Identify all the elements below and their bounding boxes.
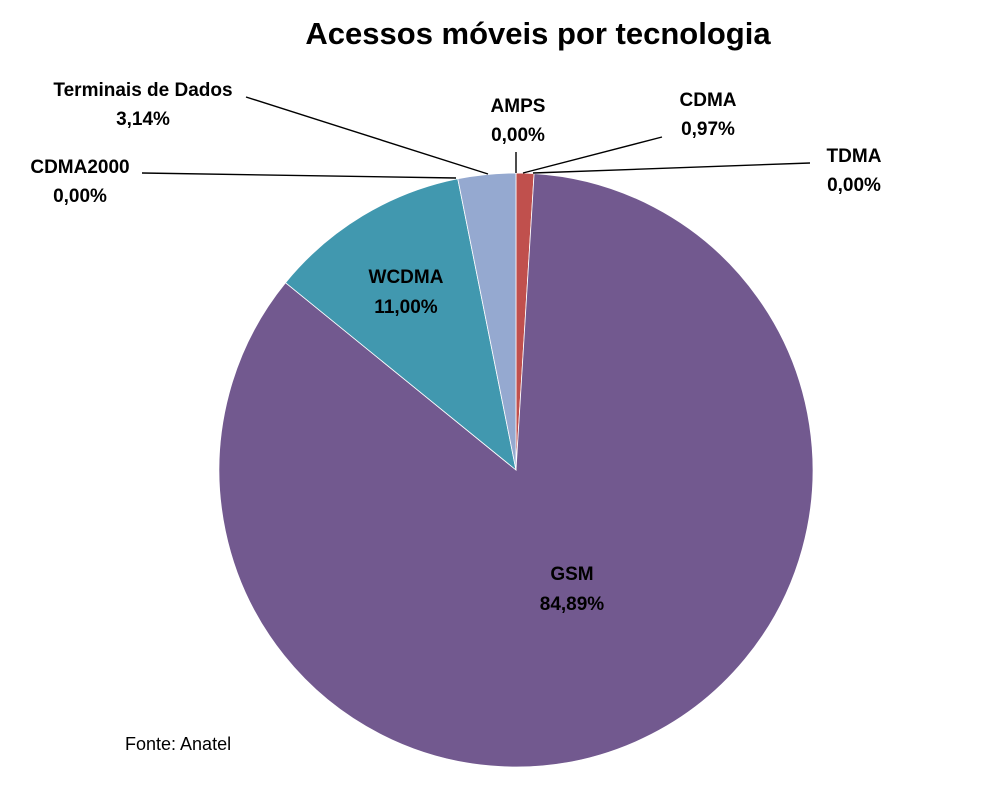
slice-value-gsm: 84,89% [540, 594, 605, 615]
source-note: Fonte: Anatel [125, 734, 231, 754]
slice-label-tdma: TDMA [827, 146, 882, 167]
slice-value-cdma2000: 0,00% [53, 186, 107, 207]
chart-title: Acessos móveis por tecnologia [305, 16, 771, 51]
slice-value-cdma: 0,97% [681, 119, 735, 140]
leader-line-tdma [532, 162, 811, 174]
leader-line-terminais-de-dados [245, 96, 489, 175]
slice-value-terminais-de-dados: 3,14% [116, 109, 170, 130]
slice-label-cdma: CDMA [680, 90, 737, 111]
slice-value-amps: 0,00% [491, 125, 545, 146]
slice-value-tdma: 0,00% [827, 175, 881, 196]
leader-line-cdma [522, 136, 663, 174]
slice-label-wcdma: WCDMA [369, 267, 444, 288]
slice-value-wcdma: 11,00% [374, 297, 437, 318]
slice-label-terminais-de-dados: Terminais de Dados [53, 80, 232, 101]
slice-label-gsm: GSM [550, 564, 593, 585]
slice-label-cdma2000: CDMA2000 [30, 157, 129, 178]
slice-label-amps: AMPS [491, 96, 546, 117]
leader-line-cdma2000 [141, 172, 457, 179]
pie-slice-wcdma [284, 178, 517, 472]
